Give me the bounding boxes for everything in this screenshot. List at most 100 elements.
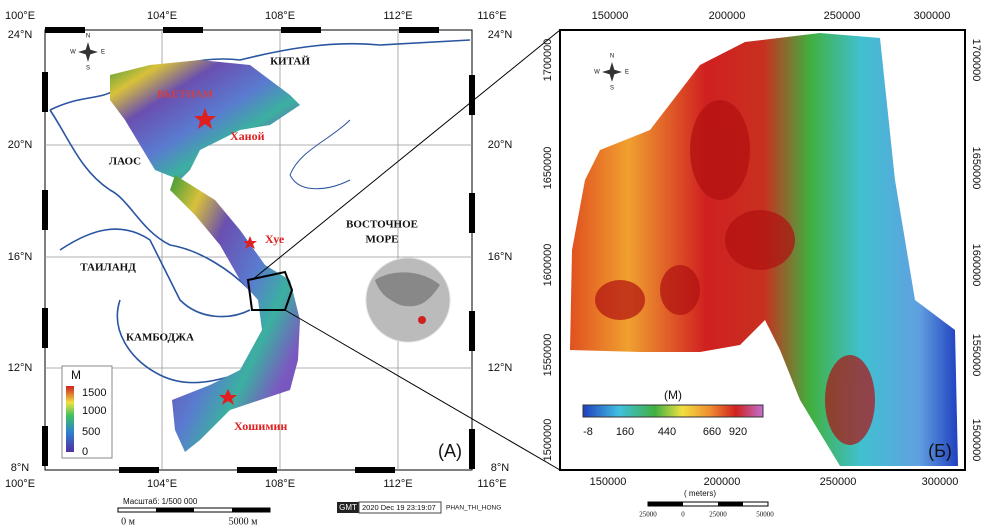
legend-label: 660 xyxy=(703,426,721,438)
legend-label: 500 xyxy=(82,426,100,438)
lon-label: 100°E xyxy=(5,478,35,490)
scale-unit: ( meters) xyxy=(684,489,716,498)
lat-label: 16°N xyxy=(488,251,513,263)
lat-label: 8°N xyxy=(11,462,30,474)
lat-label: 12°N xyxy=(488,362,513,374)
legend-label: 0 xyxy=(82,446,88,458)
globe-land xyxy=(375,272,440,307)
stamp-logo-box xyxy=(337,502,359,513)
legend: M xyxy=(61,365,113,459)
compass-w: W xyxy=(594,70,600,76)
city-stars xyxy=(194,108,257,405)
scale-label: 25000 xyxy=(639,511,657,519)
lon-label: 104°E xyxy=(147,10,177,22)
x-tick-label: 300000 xyxy=(914,10,951,22)
lat-label: 12°N xyxy=(8,362,33,374)
legend-label: 920 xyxy=(729,426,747,438)
stamp-logo: GMT xyxy=(339,503,357,512)
compass-e: E xyxy=(625,70,629,76)
compass: N S W E xyxy=(70,34,105,72)
stamp-box xyxy=(358,501,442,514)
x-tick-label: 150000 xyxy=(590,476,627,488)
panel-label: (Б) xyxy=(928,441,952,461)
legend-label: 440 xyxy=(658,426,676,438)
left-map: КИТАЙ ВЬЕТНАМ ЛАОС ТАИЛАНД КАМБОДЖА ВОСТ… xyxy=(42,27,501,527)
study-area xyxy=(246,270,294,311)
y-tick-label: 1600000 xyxy=(542,244,554,287)
lat-label: 8°N xyxy=(491,462,510,474)
lon-label: 108°E xyxy=(265,478,295,490)
colorbar xyxy=(582,404,764,418)
lon-label: 104°E xyxy=(147,478,177,490)
compass-w: W xyxy=(70,50,76,56)
scale-label: 50000 xyxy=(756,511,774,519)
country-label: ЛАОС xyxy=(109,156,141,168)
lat-label: 20°N xyxy=(8,139,33,151)
country-label: КИТАЙ xyxy=(270,56,310,68)
stamp-date: 2020 Dec 19 23:19:07 xyxy=(362,503,436,512)
y-tick-label: 1550000 xyxy=(970,334,982,377)
scale-bar-seg xyxy=(718,502,743,506)
country-label: КАМБОДЖА xyxy=(126,332,194,344)
lat-label: 20°N xyxy=(488,139,513,151)
globe-marker xyxy=(418,316,426,324)
stamp: GMT 2020 Dec 19 23:19:07 PHAN_THI_HONG xyxy=(337,501,501,514)
lat-label: 24°N xyxy=(488,29,513,41)
vietnam-south xyxy=(170,175,300,452)
country-label: ТАИЛАНД xyxy=(80,262,136,274)
y-tick-label: 1700000 xyxy=(970,39,982,82)
connector xyxy=(251,29,561,281)
x-tick-label: 250000 xyxy=(820,476,857,488)
city-label: Хошимин xyxy=(234,419,287,433)
scale-end: 5000 м xyxy=(229,516,259,527)
scale-label: 0 xyxy=(681,511,685,519)
y-tick-label: 1550000 xyxy=(542,334,554,377)
city-label: Ханой xyxy=(230,129,265,143)
x-tick-label: 200000 xyxy=(709,10,746,22)
y-tick-label: 1650000 xyxy=(970,147,982,190)
lon-label: 112°E xyxy=(383,10,412,22)
compass-s: S xyxy=(86,66,90,72)
y-tick-label: 1500000 xyxy=(542,419,554,462)
lon-label: 112°E xyxy=(383,478,412,490)
y-tick-label: 1600000 xyxy=(970,244,982,287)
legend-label: 1000 xyxy=(82,405,106,417)
x-tick-label: 300000 xyxy=(922,476,959,488)
lon-label: 116°E xyxy=(477,10,506,22)
sea-label: ВОСТОЧНОЕ xyxy=(346,219,418,231)
lon-label: 100°E xyxy=(5,10,35,22)
lat-label: 16°N xyxy=(8,251,33,263)
panel-label: (A) xyxy=(438,441,462,461)
compass: N S W E xyxy=(594,54,629,92)
scale-bar-seg xyxy=(156,508,194,512)
scale-bar-seg xyxy=(648,502,683,506)
y-tick-label: 1500000 xyxy=(970,419,982,462)
connector xyxy=(284,309,561,471)
y-tick-label: 1700000 xyxy=(542,39,554,82)
compass-s: S xyxy=(610,86,614,92)
x-tick-label: 150000 xyxy=(592,10,629,22)
map-frame-line xyxy=(44,29,473,471)
scale-label: 25000 xyxy=(709,511,727,519)
lat-label: 24°N xyxy=(8,29,33,41)
scale-title: Масштаб: 1/500 000 xyxy=(123,497,198,506)
scale-bar: Масштаб: 1/500 000 0 м 5000 м xyxy=(117,497,271,527)
lon-label: 108°E xyxy=(265,10,295,22)
compass-e: E xyxy=(101,50,105,56)
scale-bar-seg xyxy=(232,508,270,512)
city-label: Хуе xyxy=(265,232,285,246)
compass-n: N xyxy=(610,54,614,60)
country-label: ВЬЕТНАМ xyxy=(157,89,214,101)
x-tick-label: 250000 xyxy=(824,10,861,22)
terrain-peaks xyxy=(595,100,875,445)
colorbar xyxy=(66,386,74,452)
right-map: N S W E (M) (Б) ( meters) xyxy=(559,29,966,507)
legend-label: -8 xyxy=(583,426,593,438)
scale-start: 0 м xyxy=(121,516,136,527)
x-tick-label: 200000 xyxy=(704,476,741,488)
stamp-user: PHAN_THI_HONG xyxy=(446,505,501,512)
legend-label: 1500 xyxy=(82,387,106,399)
sea-label: МОРЕ xyxy=(366,234,399,246)
